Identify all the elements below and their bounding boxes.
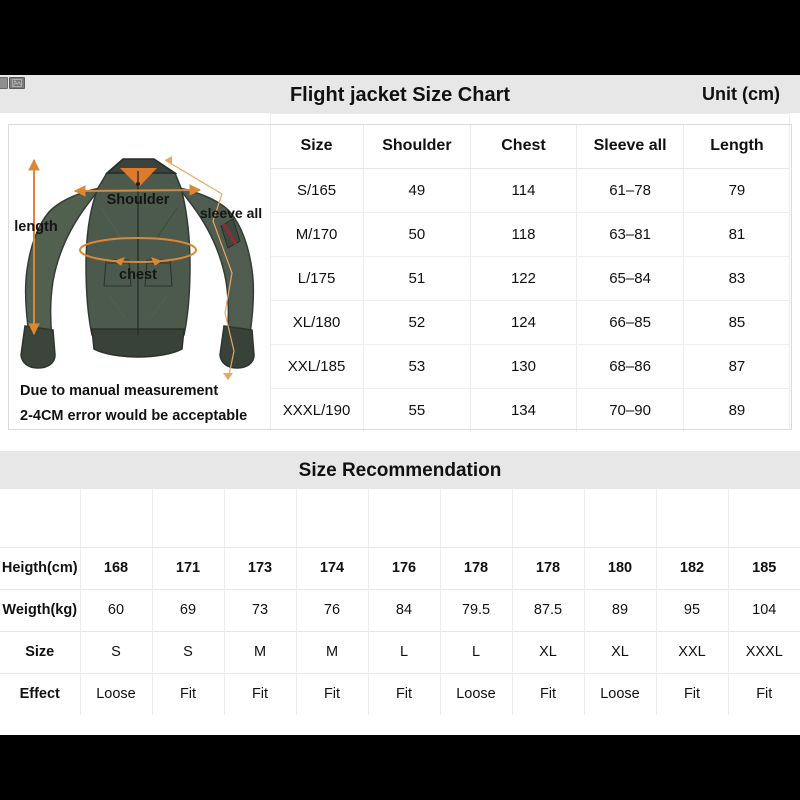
svg-text:length: length (14, 219, 58, 235)
svg-text:Shoulder: Shoulder (107, 192, 170, 208)
svg-text:sleeve all: sleeve all (200, 205, 262, 221)
svg-text:chest: chest (119, 267, 157, 283)
